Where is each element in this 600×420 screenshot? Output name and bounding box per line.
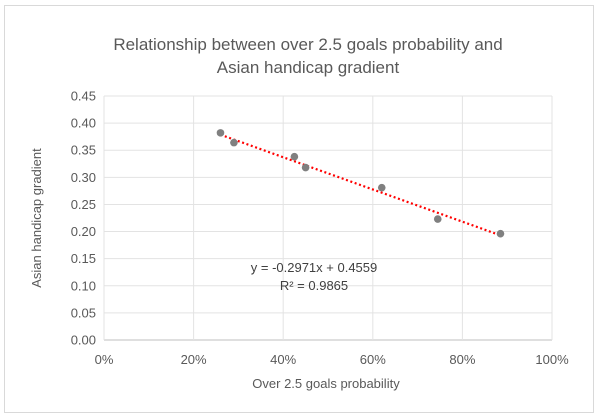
y-tick-label: 0.40 xyxy=(71,116,96,131)
trendline xyxy=(220,133,501,237)
y-tick-label: 0.30 xyxy=(71,170,96,185)
y-axis-ticks: 0.00 0.05 0.10 0.15 0.20 0.25 0.30 0.35 0.40 0.45 xyxy=(71,89,96,348)
x-tick-label: 60% xyxy=(360,352,386,367)
y-tick-label: 0.35 xyxy=(71,143,96,158)
x-tick-label: 0% xyxy=(95,352,114,367)
y-tick-label: 0.20 xyxy=(71,224,96,239)
x-tick-label: 40% xyxy=(270,352,296,367)
data-point xyxy=(377,183,386,192)
y-axis-title: Asian handicap gradient xyxy=(29,148,44,288)
gridlines xyxy=(103,95,553,341)
data-point xyxy=(216,129,225,137)
data-point xyxy=(290,152,299,161)
trendline-group xyxy=(220,133,501,237)
chart-frame xyxy=(4,5,594,413)
r-squared-label: R² = 0.9865 xyxy=(280,278,348,293)
data-points xyxy=(216,129,505,238)
data-point xyxy=(496,229,505,238)
data-point xyxy=(301,163,310,172)
y-tick-label: 0.10 xyxy=(71,278,96,293)
x-axis-ticks: 0% 20% 40% 60% 80% 100% xyxy=(95,352,569,367)
y-tick-label: 0.00 xyxy=(71,333,96,348)
data-point xyxy=(433,215,442,223)
y-tick-label: 0.05 xyxy=(71,305,96,320)
data-point xyxy=(230,138,238,147)
x-tick-label: 80% xyxy=(449,352,475,367)
y-tick-label: 0.25 xyxy=(71,197,96,212)
x-axis-title: Over 2.5 goals probability xyxy=(252,376,400,391)
chart-title-line-1: Relationship between over 2.5 goals prob… xyxy=(113,35,502,54)
x-tick-label: 100% xyxy=(535,352,569,367)
y-tick-label: 0.45 xyxy=(71,89,96,104)
chart-title-line-2: Asian handicap gradient xyxy=(217,58,400,77)
trendline-equation: y = -0.2971x + 0.4559 xyxy=(251,260,377,275)
y-tick-label: 0.15 xyxy=(71,251,96,266)
x-tick-label: 20% xyxy=(181,352,207,367)
